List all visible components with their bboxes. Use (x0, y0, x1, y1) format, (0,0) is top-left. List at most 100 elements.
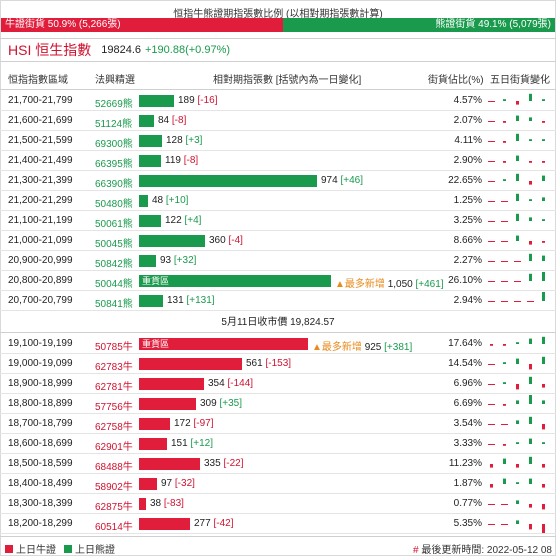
close-price-row: 5月11日收市價 19,824.57 (0, 313, 556, 333)
five-day-bar (529, 338, 532, 344)
range-label: 19,100-19,199 (8, 338, 73, 349)
bull-contracts-bar (139, 398, 196, 410)
contracts-change: [-144] (227, 378, 254, 389)
table-row: 18,500-18,599 68488牛 335 [-22] 11.23% (0, 454, 556, 474)
five-day-bar (516, 342, 519, 344)
bear-contracts-bar (139, 155, 161, 167)
warrant-code-link[interactable]: 69300熊 (95, 139, 133, 150)
share-percent: 3.54% (453, 418, 482, 429)
five-day-bar (488, 504, 495, 505)
warrant-code-link[interactable]: 50044熊 (95, 279, 133, 290)
five-day-bar (529, 438, 532, 444)
five-day-change-chart (488, 356, 545, 370)
bear-contracts-bar (139, 175, 317, 187)
table-row: 21,000-21,099 50045熊 360 [-4] 8.66% (0, 231, 556, 251)
five-day-bar (516, 420, 519, 424)
five-day-change-chart (488, 133, 545, 143)
bear-contracts-bar (139, 195, 148, 207)
warrant-code-link[interactable]: 50061熊 (95, 219, 133, 230)
five-day-bar (501, 261, 508, 262)
five-day-change-chart (488, 193, 545, 202)
five-day-change-chart (488, 115, 545, 123)
table-row: 21,700-21,799 52669熊 189 [-16] 4.57% (0, 91, 556, 111)
warrant-code-link[interactable]: 60514牛 (95, 522, 133, 533)
hsi-name[interactable]: HSI 恒生指數 (8, 42, 92, 58)
five-day-bar (488, 404, 495, 405)
contracts-change: [-32] (174, 478, 195, 489)
share-percent: 26.10% (448, 275, 482, 286)
footer: 上日牛證 上日熊證 # 最後更新時間: 2022-05-12 08 (0, 536, 556, 556)
warrant-code-link[interactable]: 62783牛 (95, 362, 133, 373)
warrant-code-link[interactable]: 62758牛 (95, 422, 133, 433)
bear-contracts-bar (139, 95, 174, 107)
warrant-code-link[interactable]: 50842熊 (95, 259, 133, 270)
five-day-bar (516, 442, 519, 444)
five-day-bar (488, 201, 495, 202)
warrant-code-link[interactable]: 50480熊 (95, 199, 133, 210)
warrant-code-link[interactable]: 66390熊 (95, 179, 133, 190)
five-day-bar (503, 99, 506, 101)
contracts-count: 128 (166, 135, 183, 146)
warrant-code-link[interactable]: 50045熊 (95, 239, 133, 250)
five-day-bar (503, 478, 506, 484)
five-day-change-chart (490, 336, 545, 346)
table-row: 20,700-20,799 50841熊 131 [+131] 2.94% (0, 291, 556, 311)
hash-mark: # (413, 545, 419, 556)
contracts-count: 277 (194, 518, 211, 529)
contracts-change: [-153] (265, 358, 292, 369)
warrant-code-link[interactable]: 51124熊 (95, 119, 133, 130)
five-day-bar (516, 482, 519, 484)
five-day-change-chart (490, 456, 545, 468)
five-day-bar (529, 199, 532, 201)
share-percent: 2.94% (453, 295, 482, 306)
contracts-change: [+4] (184, 215, 202, 226)
bull-legend-swatch (5, 544, 13, 553)
contracts-count: 335 (204, 458, 221, 469)
five-day-change-chart (488, 213, 545, 222)
warrant-code-link[interactable]: 66395熊 (95, 159, 133, 170)
warrant-code-link[interactable]: 50785牛 (95, 342, 133, 353)
share-percent: 6.96% (453, 378, 482, 389)
contracts-count: 561 (246, 358, 263, 369)
five-day-bar (488, 181, 495, 182)
five-day-bar (516, 173, 519, 181)
contracts-count: 84 (158, 115, 170, 126)
table-row: 18,200-18,299 60514牛 277 [-42] 5.35% (0, 514, 556, 534)
range-label: 21,700-21,799 (8, 95, 73, 106)
warrant-code-link[interactable]: 68488牛 (95, 462, 133, 473)
range-label: 21,200-21,299 (8, 195, 73, 206)
five-day-bar (542, 524, 545, 533)
warrant-code-link[interactable]: 50841熊 (95, 299, 133, 310)
five-day-bar (516, 464, 519, 468)
update-time: 最後更新時間: 2022-05-12 08 (421, 545, 552, 556)
warrant-code-link[interactable]: 62901牛 (95, 442, 133, 453)
five-day-bar (529, 364, 532, 370)
warrant-code-link[interactable]: 62781牛 (95, 382, 133, 393)
five-day-bar (542, 292, 545, 301)
table-row: 18,800-18,899 57756牛 309 [+35] 6.69% (0, 394, 556, 414)
warrant-code-link[interactable]: 58902牛 (95, 482, 133, 493)
contracts-label: 97 [-32] (161, 478, 195, 489)
five-day-change-chart (488, 155, 545, 163)
five-day-bar (488, 261, 495, 262)
warrant-code-link[interactable]: 52669熊 (95, 99, 133, 110)
five-day-bar (516, 193, 519, 201)
contracts-label: 84 [-8] (158, 115, 186, 126)
five-day-change-chart (488, 272, 545, 282)
table-row: 21,400-21,499 66395熊 119 [-8] 2.90% (0, 151, 556, 171)
range-label: 21,300-21,399 (8, 175, 73, 186)
contracts-change: [+131] (186, 295, 215, 306)
five-day-bar (529, 181, 532, 185)
table-row: 18,300-18,399 62875牛 38 [-83] 0.77% (0, 494, 556, 514)
warrant-code-link[interactable]: 62875牛 (95, 502, 133, 513)
table-row: 19,100-19,199 50785牛 重貨區 ▲最多新增 925 [+381] 17… (0, 334, 556, 354)
five-day-bar (488, 161, 495, 162)
five-day-bar (529, 93, 532, 101)
share-percent: 0.77% (453, 498, 482, 509)
five-day-bar (488, 281, 495, 282)
warrant-code-link[interactable]: 57756牛 (95, 402, 133, 413)
hsi-quote: HSI 恒生指數 19824.6 +190.88(+0.97%) (0, 38, 556, 62)
heavy-zone-label: 重貨區 (142, 276, 170, 286)
table-header: 恒指指數區域 法興精選 相對期指張數 [括號內為一日變化] 街貨佔比(%) 五日… (0, 66, 556, 90)
five-day-change-chart (488, 500, 545, 510)
